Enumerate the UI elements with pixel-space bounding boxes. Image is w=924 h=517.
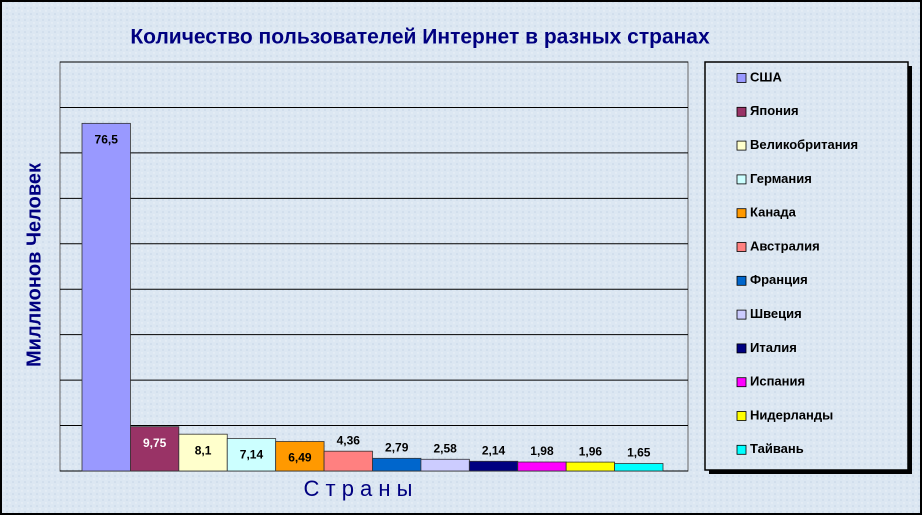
legend-label: Италия xyxy=(750,340,797,355)
legend-box xyxy=(704,61,909,471)
value-label: 9,75 xyxy=(143,436,167,450)
legend-label: Нидерланды xyxy=(750,407,833,422)
bar xyxy=(323,450,373,472)
legend-label: Германия xyxy=(750,171,812,186)
bar xyxy=(420,458,470,472)
legend-swatch xyxy=(736,444,747,455)
value-label: 7,14 xyxy=(240,448,264,462)
legend-label: Япония xyxy=(750,103,799,118)
legend-label: Испания xyxy=(750,374,805,389)
bar xyxy=(517,461,567,472)
value-label: 6,49 xyxy=(288,451,312,465)
plot-area xyxy=(59,61,689,472)
value-label: 2,58 xyxy=(433,441,457,455)
legend-swatch xyxy=(736,140,747,151)
legend-swatch xyxy=(736,309,747,320)
legend-swatch xyxy=(736,106,747,117)
legend-swatch xyxy=(736,174,747,185)
x-axis-label: С т р а н ы xyxy=(304,476,413,501)
legend-label: Франция xyxy=(750,272,808,287)
bar xyxy=(565,461,615,472)
legend-label: США xyxy=(750,69,782,84)
bar xyxy=(226,438,277,472)
legend-label: Австралия xyxy=(750,238,820,253)
bar xyxy=(468,460,519,472)
value-label: 1,98 xyxy=(530,444,554,458)
legend-swatch xyxy=(736,242,747,252)
bar xyxy=(614,463,664,472)
legend-swatch xyxy=(736,343,747,354)
value-label: 2,14 xyxy=(482,443,506,457)
legend-swatch xyxy=(736,275,747,286)
legend-shadow xyxy=(709,470,912,474)
legend-swatch xyxy=(736,377,747,388)
y-axis-label: Миллионов Человек xyxy=(23,162,45,367)
value-label: 8,1 xyxy=(195,443,212,457)
bar xyxy=(275,441,325,472)
legend-label: Канада xyxy=(750,205,797,220)
chart-title: Количество пользователей Интернет в разн… xyxy=(130,26,710,49)
bar xyxy=(81,122,131,472)
value-label: 4,36 xyxy=(337,433,361,447)
legend-label: Тайвань xyxy=(750,441,804,456)
value-label: 2,79 xyxy=(385,440,409,454)
legend-label: Великобритания xyxy=(750,137,858,152)
bar xyxy=(372,457,422,472)
legend-shadow xyxy=(908,66,912,474)
value-label: 1,65 xyxy=(627,446,651,460)
legend-swatch xyxy=(736,411,747,421)
legend-swatch xyxy=(736,208,747,219)
bar xyxy=(178,433,228,472)
legend-swatch xyxy=(736,73,747,83)
value-label: 76,5 xyxy=(95,133,119,147)
bar xyxy=(130,426,180,472)
value-label: 1,96 xyxy=(579,444,603,458)
legend-label: Швеция xyxy=(750,306,802,321)
